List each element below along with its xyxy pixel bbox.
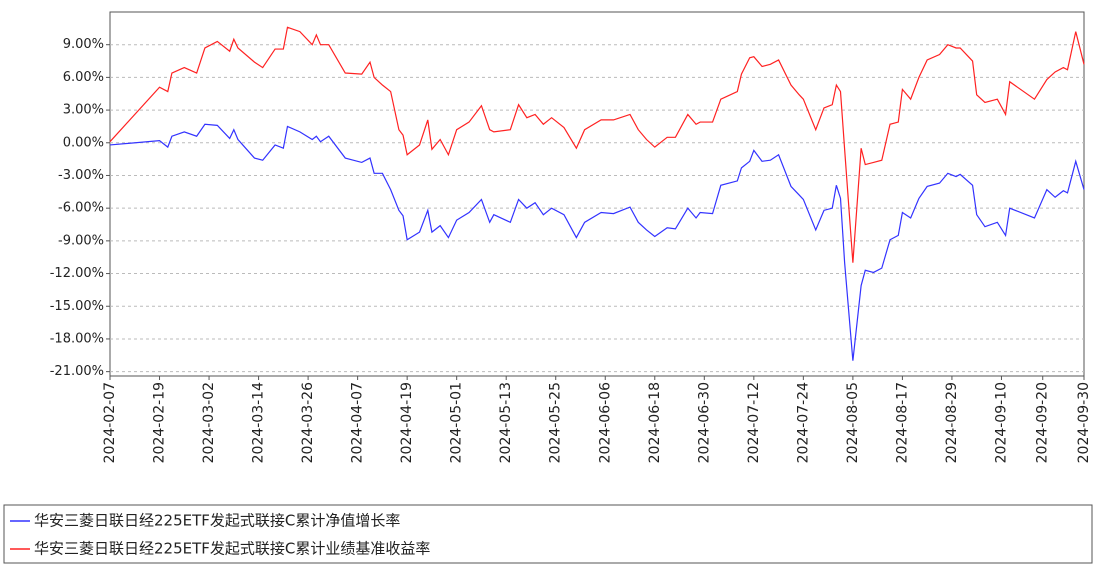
y-tick-label: 3.00%	[63, 103, 104, 118]
y-tick-label: -21.00%	[50, 364, 104, 379]
y-tick-label: -12.00%	[50, 266, 104, 281]
x-tick-label: 2024-03-14	[251, 382, 267, 463]
series-line	[109, 26, 1085, 263]
x-tick-label: 2024-08-17	[894, 382, 910, 463]
x-tick-label: 2024-02-19	[152, 382, 168, 463]
x-tick-label: 2024-07-24	[795, 382, 811, 463]
x-tick-label: 2024-09-20	[1035, 382, 1051, 463]
x-tick-label: 2024-03-02	[201, 382, 217, 463]
x-tick-label: 2024-05-25	[548, 382, 564, 463]
x-tick-label: 2024-05-01	[449, 382, 465, 463]
y-tick-label: 9.00%	[63, 37, 104, 52]
y-tick-label: -18.00%	[50, 331, 104, 346]
x-tick-label: 2024-04-07	[350, 382, 366, 463]
x-tick-label: 2024-09-10	[993, 382, 1009, 463]
x-tick-label: 2024-07-12	[746, 382, 762, 463]
x-tick-label: 2024-02-07	[102, 382, 118, 463]
y-tick-label: -6.00%	[58, 201, 104, 216]
x-tick-label: 2024-08-05	[845, 382, 861, 463]
legend-label: 华安三菱日联日经225ETF发起式联接C累计净值增长率	[34, 512, 400, 530]
x-tick-label: 2024-06-18	[647, 382, 663, 463]
x-tick-label: 2024-06-30	[696, 382, 712, 463]
x-tick-label: 2024-05-13	[498, 382, 514, 463]
y-tick-label: -3.00%	[58, 168, 104, 183]
y-tick-label: 0.00%	[63, 135, 104, 150]
legend-box	[3, 504, 1093, 564]
x-tick-label: 2024-08-29	[944, 382, 960, 463]
y-tick-label: -15.00%	[50, 299, 104, 314]
plot-frame	[109, 11, 1085, 377]
x-tick-label: 2024-03-26	[300, 382, 316, 463]
x-tick-label: 2024-09-30	[1076, 382, 1092, 463]
y-tick-label: -9.00%	[58, 233, 104, 248]
series-line	[109, 123, 1085, 361]
x-tick-label: 2024-04-19	[399, 382, 415, 463]
legend-label: 华安三菱日联日经225ETF发起式联接C累计业绩基准收益率	[34, 540, 430, 558]
y-tick-label: 6.00%	[63, 70, 104, 85]
x-tick-label: 2024-06-06	[597, 382, 613, 463]
